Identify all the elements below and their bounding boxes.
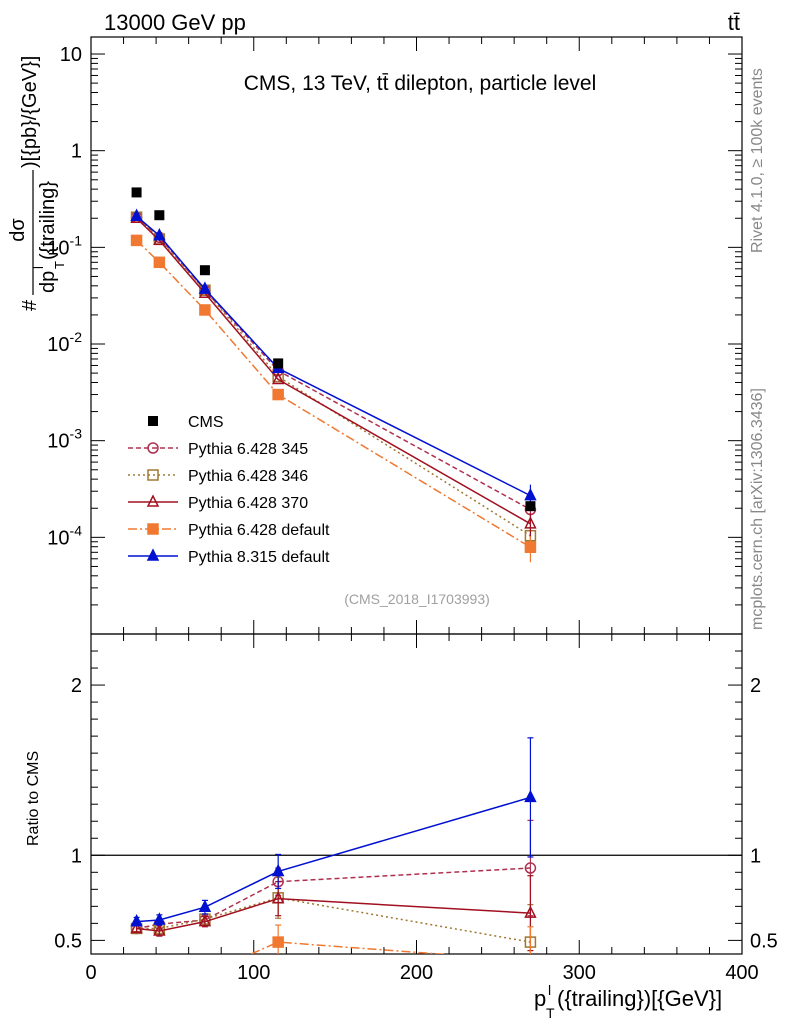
ratio-marker (132, 969, 142, 979)
ratio-line (136, 867, 531, 930)
series-marker (130, 208, 143, 221)
y-label-den-rest: ({trailing} (37, 181, 59, 260)
x-tick-label: 0 (85, 962, 96, 984)
y-label-numerator: dσ (7, 218, 29, 242)
data-point (154, 210, 165, 221)
y-tick-label: 10-2 (47, 329, 82, 356)
ratio-tick-label-right: 2 (750, 675, 761, 697)
ratio-line (136, 897, 531, 932)
legend-label: CMS (188, 414, 224, 431)
ratio-marker (130, 920, 143, 934)
series-marker (198, 281, 212, 294)
series-line (136, 216, 531, 537)
ratio-line (136, 897, 531, 943)
y-label-den-main: dp (37, 271, 59, 293)
legend-label: Pythia 6.428 345 (188, 441, 308, 458)
legend-marker (147, 469, 159, 481)
x-tick-label: 400 (725, 962, 758, 984)
x-label-main: p (534, 986, 546, 1011)
y-tick-label: 1 (71, 141, 82, 163)
ratio-tick-label: 0.5 (54, 930, 82, 952)
ratio-marker (198, 913, 212, 927)
series-marker (153, 256, 166, 269)
ratio-marker (130, 913, 143, 927)
y-label-hash: # (19, 299, 41, 311)
ratio-line (249, 941, 449, 954)
y-tick-label: 10 (60, 44, 82, 66)
ratio-marker (200, 969, 210, 979)
y-label-den-sup: l (31, 266, 46, 269)
x-tick-label: 100 (237, 962, 270, 984)
ratio-marker (153, 912, 166, 925)
y-label-rest: )[{pb}/{GeV}] (19, 56, 41, 168)
y-tick-label: 10-3 (47, 426, 82, 453)
y-tick-label: 10-1 (47, 232, 82, 259)
legend-marker (146, 548, 160, 561)
x-label-sub: T (546, 1005, 555, 1021)
data-point (525, 501, 536, 512)
series-marker (153, 228, 166, 241)
ratio-tick-label-right: 0.5 (750, 930, 778, 952)
ratio-marker (271, 891, 285, 904)
main-plot-frame (90, 36, 743, 635)
legend-marker (146, 494, 160, 507)
legend-label: Pythia 6.428 346 (188, 468, 308, 485)
series-marker (271, 371, 285, 385)
y-axis-label: # dσ dp l T ({trailing} )[{pb}/{GeV}] (7, 56, 67, 311)
series-marker (524, 541, 537, 553)
y-tick-label: 10-4 (47, 522, 82, 549)
series-marker (524, 487, 537, 501)
x-tick-label: 300 (563, 962, 596, 984)
ratio-marker (198, 899, 212, 912)
series-marker (130, 234, 143, 247)
ratio-marker (524, 905, 537, 918)
legend-label: Pythia 8.315 default (188, 549, 330, 566)
ratio-tick-label-right: 1 (750, 845, 761, 867)
ratio-tick-label: 1 (71, 845, 82, 867)
series-marker (524, 516, 537, 529)
mcplots-label: mcplots.cern.ch [arXiv:1306.3436] (749, 388, 766, 630)
legend-label: Pythia 6.428 default (188, 522, 330, 539)
ratio-line (136, 796, 531, 923)
x-label-sup: l (548, 982, 551, 998)
x-axis-label: p l T ({trailing})[{GeV}] (534, 982, 722, 1021)
ratio-tick-label: 2 (71, 675, 82, 697)
legend-label: Pythia 6.428 370 (188, 495, 308, 512)
ticks-layer: 0 100 200 300 400 10-4 10-3 10-2 10-1 1 10 0.5 0.5 1 1… (47, 37, 778, 984)
y-label-den-sub: T (52, 261, 67, 269)
x-tick-label: 200 (400, 962, 433, 984)
ratio-marker (525, 956, 535, 966)
ratio-marker (524, 789, 537, 803)
main-series-layer (130, 187, 537, 563)
legend-marker (147, 442, 159, 454)
data-point (273, 358, 284, 369)
header-left-label: 13000 GeV pp (104, 10, 246, 35)
plot-title: CMS, 13 TeV, tt̄ dilepton, particle leve… (244, 72, 597, 95)
legend-marker (147, 523, 159, 535)
ratio-series-layer (130, 737, 537, 979)
legend: CMS Pythia 6.428 345 Pythia 6.428 346 Pythi… (128, 414, 330, 566)
ratio-y-label: Ratio to CMS (25, 751, 42, 846)
series-marker (199, 304, 211, 316)
ratio-marker (272, 936, 284, 948)
rivet-version-label: Rivet 4.1.0, ≥ 100k events (749, 68, 766, 253)
ratio-marker (271, 863, 285, 877)
data-point (199, 265, 210, 276)
x-label-rest: ({trailing})[{GeV}] (557, 986, 722, 1011)
header-right-label: tt̄ (728, 10, 740, 35)
data-point (131, 187, 142, 198)
legend-marker (148, 416, 158, 426)
ratio-marker (153, 923, 166, 936)
ratio-marker (154, 969, 164, 979)
ratio-marker (524, 862, 537, 874)
analysis-tag: (CMS_2018_I1703993) (344, 591, 490, 607)
series-marker (272, 388, 284, 401)
